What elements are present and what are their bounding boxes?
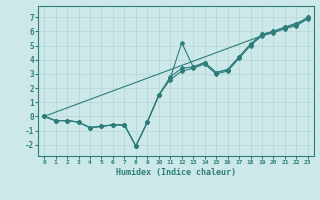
X-axis label: Humidex (Indice chaleur): Humidex (Indice chaleur) <box>116 168 236 177</box>
